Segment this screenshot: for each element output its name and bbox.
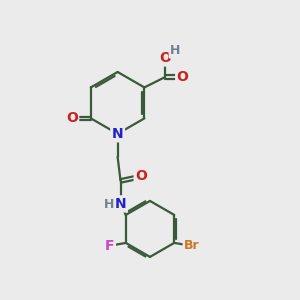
Text: O: O: [159, 51, 171, 65]
Text: N: N: [115, 197, 126, 211]
Text: N: N: [112, 127, 123, 141]
Text: O: O: [66, 111, 78, 125]
Text: Br: Br: [184, 239, 200, 252]
Text: O: O: [177, 70, 189, 84]
Text: O: O: [135, 169, 147, 184]
Text: H: H: [104, 198, 115, 211]
Text: H: H: [170, 44, 181, 57]
Text: F: F: [105, 239, 114, 253]
